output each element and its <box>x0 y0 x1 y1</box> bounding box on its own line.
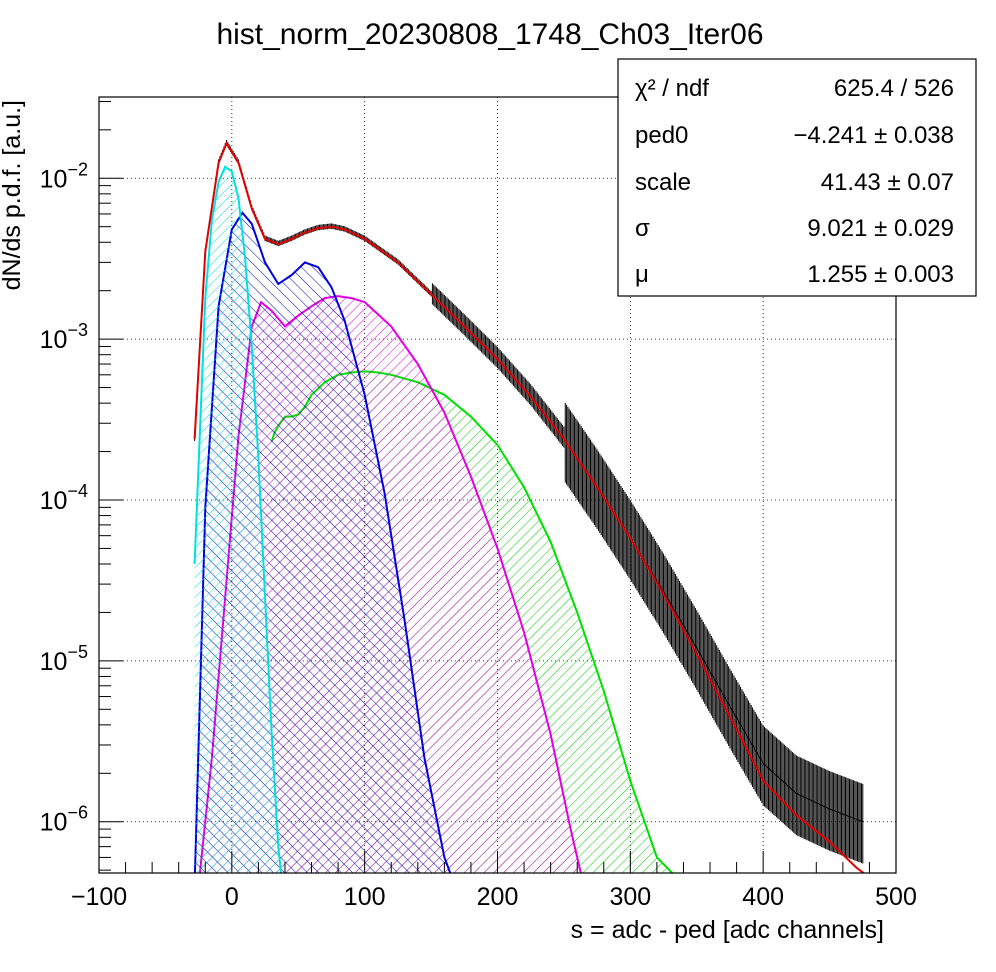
stats-row-value: −4.241 ± 0.038 <box>793 122 954 149</box>
pedestal-component <box>193 165 283 873</box>
x-tick-label: 100 <box>344 883 386 911</box>
x-tick-label: 400 <box>742 883 784 911</box>
y-tick-label: 10−3 <box>40 320 88 354</box>
stats-row-label: ped0 <box>635 122 688 149</box>
total-fit-curve <box>193 141 866 873</box>
stats-row-value: 625.4 / 526 <box>834 75 954 102</box>
y-tick-label: 10−4 <box>40 481 88 515</box>
x-axis-label: s = adc - ped [adc channels] <box>571 916 884 944</box>
pedestal-component-fill <box>194 166 282 873</box>
stats-row-value: 41.43 ± 0.07 <box>821 169 954 196</box>
stats-row-value: 1.255 ± 0.003 <box>807 261 954 288</box>
stats-row-label: μ <box>635 261 649 288</box>
x-tick-label: 0 <box>225 883 239 911</box>
stats-row-label: scale <box>635 169 691 196</box>
stats-box-frame <box>617 58 977 297</box>
y-tick-label: 10−2 <box>40 159 88 193</box>
y-axis-label: dN/ds p.d.f. [a.u.] <box>0 100 26 290</box>
x-tick-label: 300 <box>609 883 651 911</box>
chart-title: hist_norm_20230808_1748_Ch03_Iter06 <box>216 18 763 51</box>
x-tick-label: 500 <box>875 883 917 911</box>
series-layer <box>193 140 866 873</box>
stats-row-label: σ <box>635 215 650 242</box>
x-tick-label: −100 <box>71 883 127 911</box>
stats-box: χ² / ndf 625.4 / 526 ped0 −4.241 ± 0.038 sca… <box>617 58 977 297</box>
axis-ticks: −100 0 100 200 300 400 500 10−2 10−3 10−4 10−5 10−6 <box>40 101 917 911</box>
y-tick-label: 10−5 <box>40 642 88 676</box>
x-tick-label: 200 <box>477 883 519 911</box>
stats-row-value: 9.021 ± 0.029 <box>807 215 954 242</box>
y-tick-label: 10−6 <box>40 803 88 837</box>
stats-row-label: χ² / ndf <box>635 75 709 102</box>
